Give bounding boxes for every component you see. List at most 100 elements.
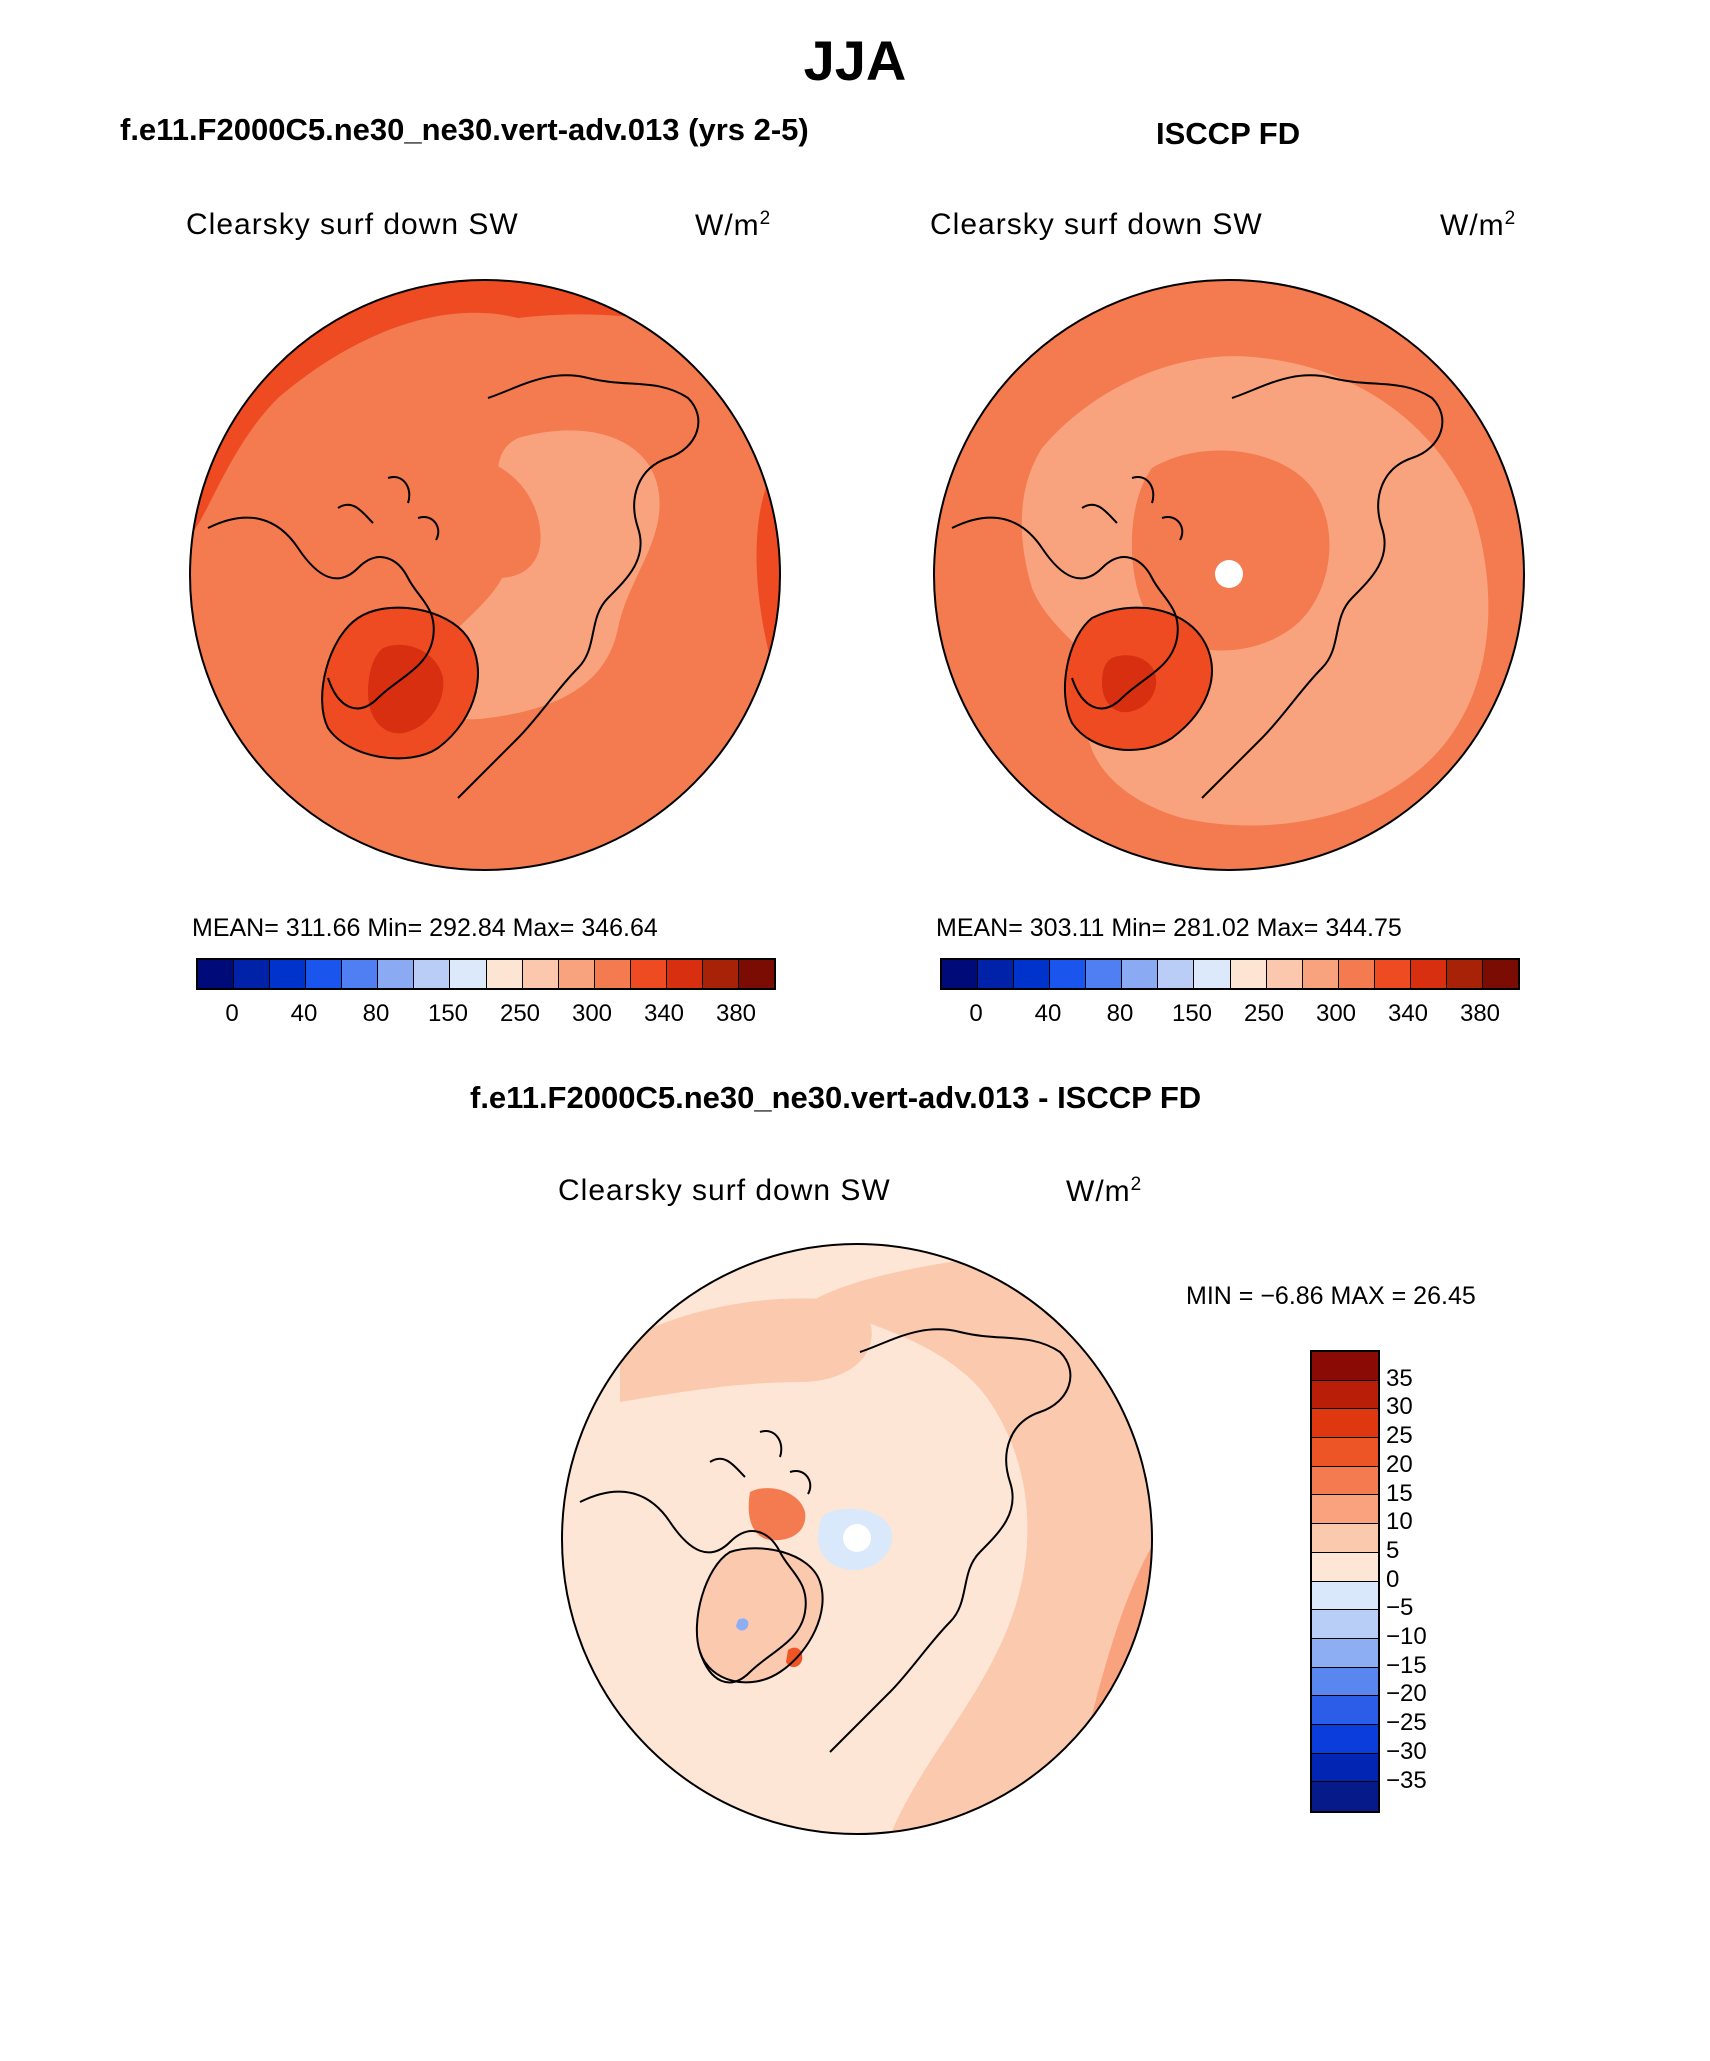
obs-colorbar-tick-label: 40	[1034, 1000, 1062, 1027]
obs-colorbar-ticks: 0 40 80 150 250 300 340 380	[940, 1000, 1520, 1030]
obs-colorbar-swatch	[1266, 960, 1303, 988]
model-colorbar-swatch	[450, 960, 487, 988]
model-colorbar-tick-label: 300	[571, 1000, 613, 1027]
model-colorbar-tick-label: 40	[290, 1000, 318, 1027]
obs-map-border	[933, 279, 1525, 871]
obs-colorbar-swatch	[1482, 960, 1518, 988]
model-arctic-ocean	[404, 456, 541, 578]
diff-panel-header: f.e11.F2000C5.ne30_ne30.vert-adv.013 - I…	[470, 1080, 1202, 1115]
model-colorbar	[196, 958, 776, 990]
diff-colorbar-tick-label: 20	[1386, 1450, 1413, 1478]
model-coastline-north-america	[207, 516, 435, 710]
obs-colorbar-swatch	[978, 960, 1015, 988]
diff-colorbar-swatch	[1312, 1610, 1378, 1639]
obs-coastline-eurasia	[1201, 374, 1444, 799]
diff-north-band	[620, 1298, 872, 1402]
obs-colorbar-tick-label: 150	[1171, 1000, 1213, 1027]
diff-colorbar-tick-label: 30	[1386, 1393, 1413, 1421]
model-north-pacific-high	[190, 280, 780, 538]
obs-colorbar-swatch	[1050, 960, 1087, 988]
diff-colorbar-tick-label: −10	[1386, 1623, 1427, 1650]
page-title: JJA	[803, 29, 907, 92]
obs-colorbar-swatch	[1014, 960, 1051, 988]
diff-colorbar	[1310, 1350, 1380, 1813]
obs-units: W/m2	[1440, 208, 1517, 242]
obs-coastline-greenland	[1063, 606, 1213, 751]
diff-colorbar-tick-label: 35	[1386, 1364, 1413, 1392]
diff-colorbar-tick-label: 10	[1386, 1508, 1413, 1536]
model-polar-map	[189, 279, 781, 871]
diff-coastline-greenland	[695, 1547, 824, 1684]
diff-colorbar-swatch	[1312, 1724, 1378, 1754]
model-coastline-greenland	[321, 606, 479, 760]
diff-colorbar-swatch	[1312, 1438, 1378, 1467]
obs-colorbar-swatch	[942, 960, 979, 988]
obs-colorbar-tick-label: 340	[1387, 1000, 1429, 1027]
obs-colorbar-swatch	[1446, 960, 1483, 988]
obs-colorbar-swatch	[1194, 960, 1231, 988]
diff-colorbar-tick-label: −30	[1386, 1737, 1427, 1765]
diff-colorbar-tick-label: 0	[1386, 1565, 1400, 1593]
diff-colorbar-swatch	[1312, 1552, 1378, 1582]
model-stats: MEAN= 311.66 Min= 292.84 Max= 346.64	[192, 914, 658, 942]
model-coastline-archipelago	[337, 476, 440, 541]
obs-coastline-archipelago	[1081, 476, 1184, 541]
obs-colorbar-swatch	[1374, 960, 1411, 988]
model-map-border	[189, 279, 781, 871]
diff-colorbar-swatch	[1312, 1696, 1378, 1725]
obs-colorbar-swatch	[1410, 960, 1447, 988]
obs-colorbar-tick-label: 380	[1459, 1000, 1501, 1027]
model-colorbar-swatch	[594, 960, 631, 988]
model-siberia-light	[424, 430, 660, 720]
obs-colorbar-tick-label: 300	[1315, 1000, 1357, 1027]
model-colorbar-tick-label: 380	[715, 1000, 757, 1027]
obs-colorbar-swatch	[1158, 960, 1195, 988]
diff-colorbar-tick-label: 25	[1386, 1422, 1413, 1450]
obs-coastline-north-america	[951, 516, 1179, 710]
obs-greenland-core	[1102, 655, 1157, 713]
obs-arctic-ocean	[1131, 450, 1330, 651]
obs-colorbar-swatch	[1086, 960, 1123, 988]
model-colorbar-swatch	[270, 960, 307, 988]
diff-field-label: Clearsky surf down SW	[558, 1174, 891, 1207]
diff-colorbar-swatch	[1312, 1466, 1378, 1496]
obs-colorbar	[940, 958, 1520, 990]
diff-colorbar-tick-label: −5	[1386, 1594, 1414, 1622]
model-colorbar-swatch	[666, 960, 703, 988]
model-colorbar-tick-label: 80	[362, 1000, 390, 1027]
model-panel-header: f.e11.F2000C5.ne30_ne30.vert-adv.013 (yr…	[120, 112, 809, 147]
model-colorbar-swatch	[522, 960, 559, 988]
model-colorbar-swatch	[306, 960, 343, 988]
obs-panel-header: ISCCP FD	[1156, 116, 1301, 151]
model-colorbar-swatch	[234, 960, 271, 988]
diff-colorbar-swatch	[1312, 1667, 1378, 1697]
model-colorbar-tick-label: 250	[499, 1000, 541, 1027]
model-units: W/m2	[695, 208, 772, 242]
obs-colorbar-tick-label: 0	[969, 1000, 983, 1027]
obs-polar-map	[933, 279, 1525, 871]
model-colorbar-swatch	[378, 960, 415, 988]
diff-colorbar-tick-label: −35	[1386, 1766, 1427, 1794]
obs-colorbar-swatch	[1302, 960, 1339, 988]
diff-colorbar-tick-label: −25	[1386, 1709, 1427, 1737]
diff-colorbar-swatch	[1312, 1524, 1378, 1553]
obs-colorbar-swatch	[1230, 960, 1267, 988]
obs-colorbar-tick-label: 80	[1106, 1000, 1134, 1027]
diff-greenland-hotspot	[786, 1647, 803, 1668]
diff-coastline-eurasia	[829, 1328, 1072, 1753]
obs-field-label: Clearsky surf down SW	[930, 208, 1263, 241]
diff-colorbar-tick-label: −20	[1386, 1680, 1427, 1708]
diff-colorbar-swatch	[1312, 1581, 1378, 1611]
diff-eastern-band	[810, 1244, 1152, 1834]
diff-minmax: MIN = −6.86 MAX = 26.45	[1186, 1282, 1476, 1310]
diff-colorbar-swatch	[1312, 1409, 1378, 1439]
diff-colorbar-tick-label: −15	[1386, 1651, 1427, 1679]
diff-greenland-negative	[736, 1618, 749, 1631]
model-colorbar-swatch	[558, 960, 595, 988]
diff-polar-map	[561, 1243, 1153, 1835]
model-colorbar-swatch	[630, 960, 667, 988]
diff-colorbar-swatch	[1312, 1352, 1378, 1381]
model-colorbar-ticks: 0 40 80 150 250 300 340 380	[196, 1000, 776, 1030]
diff-colorbar-swatch	[1312, 1782, 1378, 1811]
diff-coastline-archipelago	[709, 1430, 812, 1495]
